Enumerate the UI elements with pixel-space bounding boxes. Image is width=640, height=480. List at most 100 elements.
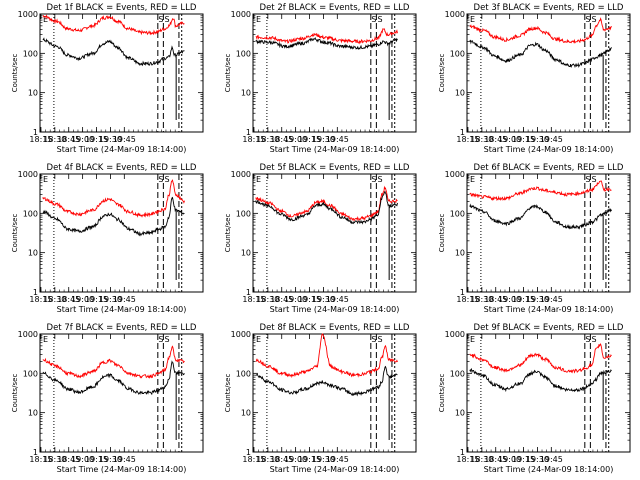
x-tick-label: 19:45 [326, 455, 349, 464]
series-lld [42, 179, 185, 218]
x-tick-label: 19:45 [326, 135, 349, 144]
y-tick-label: 100 [23, 209, 38, 218]
x-tick-label: 18:15 [29, 135, 52, 144]
panel-det-9: Det 9f BLACK = Events, RED = LLD 1 10 100 10… [438, 323, 631, 474]
flag-s: S [585, 175, 590, 184]
x-tick-label: 18:15 [456, 455, 479, 464]
y-tick-label: 1000 [18, 330, 38, 339]
y-tick-label: 1000 [445, 170, 465, 179]
y-tick-label: 100 [23, 49, 38, 58]
x-tick-label: 19:45 [113, 135, 136, 144]
x-tick-label: 18:45 [484, 135, 507, 144]
x-tick-label: 19:00 [71, 295, 94, 304]
x-axis-label: Start Time (24-Mar-09 18:14:00) [270, 465, 400, 474]
panel-det-2: Det 2f BLACK = Events, RED = LLD 1 10 100 10… [224, 3, 417, 154]
panel-title: Det 3f BLACK = Events, RED = LLD [474, 3, 624, 13]
flag-s: S [158, 335, 163, 344]
x-tick-label: 19:45 [540, 295, 563, 304]
x-axis-label: Start Time (24-Mar-09 18:14:00) [484, 145, 614, 154]
series-events [469, 39, 612, 69]
flag-e: E [43, 335, 48, 344]
x-tick-label: 18:30 [43, 295, 66, 304]
flag-s: S [164, 175, 169, 184]
series-events [469, 367, 612, 393]
series-events [42, 196, 185, 237]
flag-s: S [158, 175, 163, 184]
y-tick-label: 10 [241, 409, 251, 418]
y-tick-label: 1000 [18, 170, 38, 179]
series-events [469, 203, 612, 230]
x-tick-label: 19:15 [85, 455, 108, 464]
y-tick-label: 1 [33, 288, 38, 297]
flag-s: S [377, 15, 382, 24]
plot-frame [252, 333, 417, 453]
flag-s: S [591, 15, 596, 24]
y-tick-label: 100 [450, 369, 465, 378]
x-tick-label: 19:00 [71, 455, 94, 464]
x-tick-label: 18:15 [242, 295, 265, 304]
panel-title: Det 5f BLACK = Events, RED = LLD [260, 163, 410, 173]
series-events [255, 36, 398, 50]
y-axis-label: Counts/sec [11, 374, 19, 413]
panel-det-6: Det 6f BLACK = Events, RED = LLD 1 10 100 10… [438, 163, 631, 314]
y-tick-label: 100 [236, 49, 251, 58]
flag-s: S [371, 175, 376, 184]
flag-s: S [371, 15, 376, 24]
y-tick-label: 1 [33, 128, 38, 137]
y-tick-label: 1 [246, 128, 251, 137]
series-lld [255, 28, 398, 45]
x-tick-label: 19:15 [512, 295, 535, 304]
y-tick-label: 1000 [231, 170, 251, 179]
panel-title: Det 9f BLACK = Events, RED = LLD [474, 323, 624, 333]
flag-s: S [591, 335, 596, 344]
x-tick-label: 19:15 [298, 135, 321, 144]
y-tick-label: 1 [246, 448, 251, 457]
x-tick-label: 18:15 [456, 135, 479, 144]
y-tick-label: 1 [460, 448, 465, 457]
x-tick-label: 19:00 [284, 455, 307, 464]
series-events [42, 37, 185, 67]
series-events [255, 365, 398, 397]
flag-s: S [164, 15, 169, 24]
panel-title: Det 4f BLACK = Events, RED = LLD [47, 163, 197, 173]
x-tick-label: 19:30 [526, 295, 549, 304]
plot-frame [252, 173, 417, 293]
x-tick-label: 19:45 [540, 455, 563, 464]
x-tick-label: 18:30 [470, 455, 493, 464]
x-tick-label: 19:30 [312, 455, 335, 464]
panel-title: Det 2f BLACK = Events, RED = LLD [260, 3, 410, 13]
series-lld [255, 185, 398, 222]
x-axis-label: Start Time (24-Mar-09 18:14:00) [57, 465, 187, 474]
plot-frame [466, 333, 631, 453]
x-tick-label: 18:45 [270, 455, 293, 464]
y-axis-label: Counts/sec [224, 374, 232, 413]
x-tick-label: 19:15 [85, 135, 108, 144]
x-tick-label: 18:45 [484, 295, 507, 304]
y-tick-label: 1000 [445, 330, 465, 339]
x-tick-label: 19:45 [113, 295, 136, 304]
x-tick-label: 18:30 [256, 295, 279, 304]
x-tick-label: 18:15 [456, 295, 479, 304]
y-tick-label: 1 [460, 288, 465, 297]
panel-det-8: Det 8f BLACK = Events, RED = LLD 1 10 100 10… [224, 323, 417, 474]
x-tick-label: 19:15 [512, 135, 535, 144]
flag-e: E [256, 15, 261, 24]
y-axis-label: Counts/sec [11, 54, 19, 93]
flag-s: S [158, 15, 163, 24]
y-tick-label: 10 [28, 249, 38, 258]
series-events [255, 190, 398, 225]
plot-frame [39, 333, 204, 453]
x-tick-label: 19:00 [498, 295, 521, 304]
series-lld [42, 14, 185, 36]
y-tick-label: 1000 [231, 10, 251, 19]
y-tick-label: 10 [28, 89, 38, 98]
panel-title: Det 1f BLACK = Events, RED = LLD [47, 3, 197, 13]
flag-e: E [43, 15, 48, 24]
panel-det-7: Det 7f BLACK = Events, RED = LLD 1 10 100 10… [11, 323, 204, 474]
y-axis-label: Counts/sec [438, 54, 446, 93]
x-tick-label: 19:45 [326, 295, 349, 304]
y-tick-label: 10 [28, 409, 38, 418]
plot-frame [466, 173, 631, 293]
y-tick-label: 1 [246, 288, 251, 297]
x-tick-label: 19:30 [312, 135, 335, 144]
